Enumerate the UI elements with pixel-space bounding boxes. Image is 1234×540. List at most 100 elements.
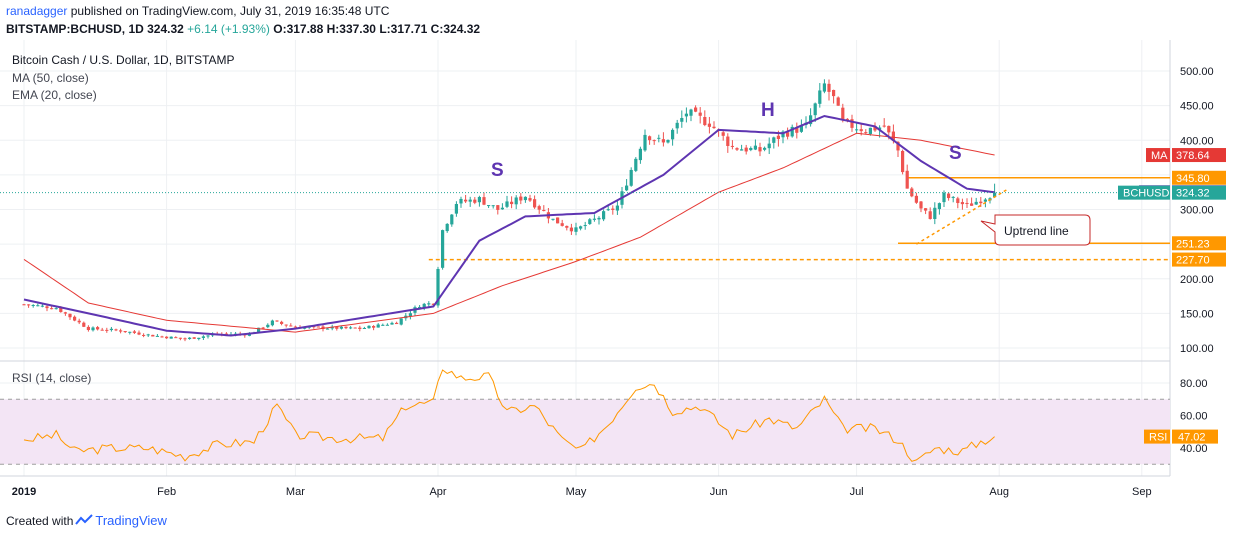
candle-body: [418, 306, 422, 308]
candle: [160, 335, 164, 338]
candle-body: [537, 206, 541, 210]
candle-body: [436, 268, 440, 306]
rsi-band: [0, 399, 1170, 465]
candle: [537, 204, 541, 214]
candle-body: [280, 321, 284, 324]
rsi-tick-label: 80.00: [1180, 378, 1208, 390]
candle-body: [50, 308, 54, 310]
candle: [454, 201, 458, 217]
candle-body: [979, 201, 983, 204]
price-tags: 378.64MA345.80324.87EMA324.32BCHUSD251.2…: [1118, 148, 1226, 267]
candle-body: [496, 205, 500, 210]
candle: [882, 118, 886, 128]
candle: [82, 321, 86, 328]
candle: [671, 128, 675, 146]
candle-body: [132, 331, 136, 333]
candle-body: [740, 149, 744, 151]
candle: [910, 186, 914, 198]
candle-body: [73, 316, 77, 321]
candle-body: [588, 219, 592, 224]
candle-body: [859, 129, 863, 132]
candle: [390, 321, 394, 325]
author-link[interactable]: ranadagger: [6, 4, 68, 18]
candle: [726, 133, 730, 153]
candle: [408, 310, 412, 320]
rsi-axis: 40.00 60.00 80.00: [1180, 378, 1208, 455]
candle-body: [63, 312, 67, 314]
candle-body: [767, 143, 771, 149]
candle-body: [864, 132, 868, 134]
candle-body: [151, 334, 155, 337]
candle: [188, 337, 192, 340]
candle-body: [183, 338, 187, 340]
candle: [790, 124, 794, 138]
candle-body: [523, 196, 527, 201]
candle-body: [59, 307, 63, 313]
price-tick-label: 150.00: [1180, 308, 1214, 320]
published-text: published on TradingView.com, July 31, 2…: [70, 4, 390, 18]
candle-body: [721, 132, 725, 136]
candle: [786, 127, 790, 140]
candle: [970, 197, 974, 206]
candle: [293, 325, 297, 328]
candle: [275, 320, 279, 322]
candle: [597, 216, 601, 225]
candle: [583, 221, 587, 230]
candle-body: [583, 225, 587, 227]
candle: [132, 329, 136, 335]
price-tag-ma: 378.64 MA: [1146, 148, 1226, 163]
candle-body: [178, 337, 182, 339]
candle: [487, 205, 491, 209]
ohlc-values: O:317.88 H:337.30 L:317.71 C:324.32: [273, 22, 481, 36]
candle-body: [937, 203, 941, 210]
candle: [178, 337, 182, 341]
candle: [533, 195, 537, 209]
time-tick-label: 2019: [12, 486, 36, 498]
candle-body: [505, 201, 509, 207]
candle-body: [675, 122, 679, 129]
price-tag-value: 378.64: [1176, 150, 1210, 162]
right-shoulder-label: S: [949, 143, 962, 164]
candle: [643, 129, 647, 152]
candle-body: [845, 118, 849, 120]
candle-body: [339, 326, 343, 329]
candle-body: [574, 227, 578, 232]
tradingview-brand[interactable]: TradingView: [95, 513, 167, 528]
candle: [96, 325, 100, 331]
candle-body: [786, 132, 790, 137]
price-tag-value-bg: [1172, 170, 1226, 185]
candle: [615, 200, 619, 215]
candle-body: [261, 327, 265, 329]
candle: [344, 326, 348, 330]
candle: [174, 336, 178, 339]
candle-body: [753, 145, 757, 150]
candle: [740, 144, 744, 151]
price-axis: 100.00150.00200.00250.00300.00350.00400.…: [1180, 66, 1214, 355]
candle: [951, 196, 955, 203]
candle: [155, 334, 159, 337]
candle: [468, 196, 472, 207]
symbol-name: BITSTAMP:BCHUSD, 1D: [6, 22, 144, 36]
candle: [602, 209, 606, 222]
candle: [477, 195, 481, 207]
candle-body: [114, 329, 118, 331]
candle-body: [947, 193, 951, 199]
candle: [993, 183, 997, 198]
candle: [721, 130, 725, 141]
candle-body: [901, 150, 905, 173]
candle-body: [533, 199, 537, 208]
candle-body: [385, 324, 389, 326]
candle-body: [105, 329, 109, 331]
candle: [588, 218, 592, 225]
candle: [836, 96, 840, 106]
candle: [956, 196, 960, 209]
candle-body: [643, 134, 647, 151]
candle: [684, 107, 688, 123]
candle: [183, 337, 187, 342]
price-tag-value-bg: [1172, 236, 1226, 251]
candle: [372, 325, 376, 331]
candle-body: [882, 125, 886, 127]
candle: [514, 195, 518, 210]
candle-body: [160, 336, 164, 338]
